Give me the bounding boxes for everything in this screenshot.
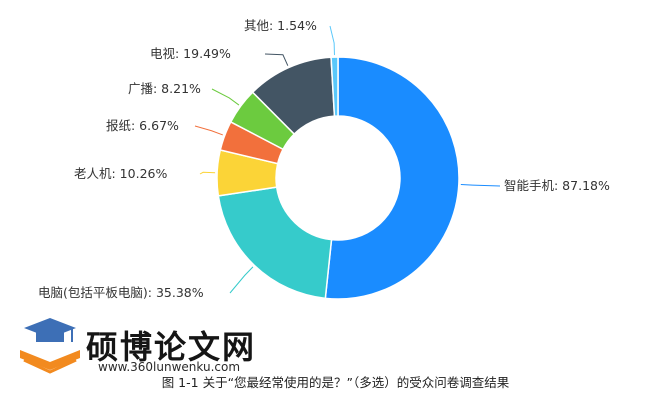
leader-line-4 [211,88,240,106]
slice-label-4: 广播: 8.21% [128,81,201,96]
slice-labels: 智能手机: 87.18% 电脑(包括平板电脑): 35.38% 老人机: 10.26… [38,18,610,300]
slice-label-3: 报纸: 6.67% [106,118,179,133]
leader-lines [194,25,501,294]
slice-label-1: 电脑(包括平板电脑): 35.38% [38,285,204,300]
leader-line-6 [329,25,335,56]
figure-caption: 图 1-1 关于“您最经常使用的是？”（多选）的受众问卷调查结果 [161,375,510,390]
slice-label-2: 老人机: 10.26% [74,166,167,181]
leader-line-1 [229,266,254,294]
slices [216,56,460,300]
leader-line-2 [199,171,216,175]
slice-label-0: 智能手机: 87.18% [504,178,610,193]
book-icon [20,350,80,370]
slice-label-6: 其他: 1.54% [244,18,317,33]
leader-line-3 [194,125,223,136]
watermark-name: 硕博论文网 [86,328,257,366]
leader-line-0 [460,183,501,187]
slice-0 [324,56,460,300]
site-logo [20,318,80,374]
slice-6 [330,56,339,117]
leader-line-5 [264,53,289,66]
slice-1 [217,186,333,300]
watermark-url: www.360lunwenku.com [98,360,241,374]
slice-label-5: 电视: 19.49% [150,46,231,61]
